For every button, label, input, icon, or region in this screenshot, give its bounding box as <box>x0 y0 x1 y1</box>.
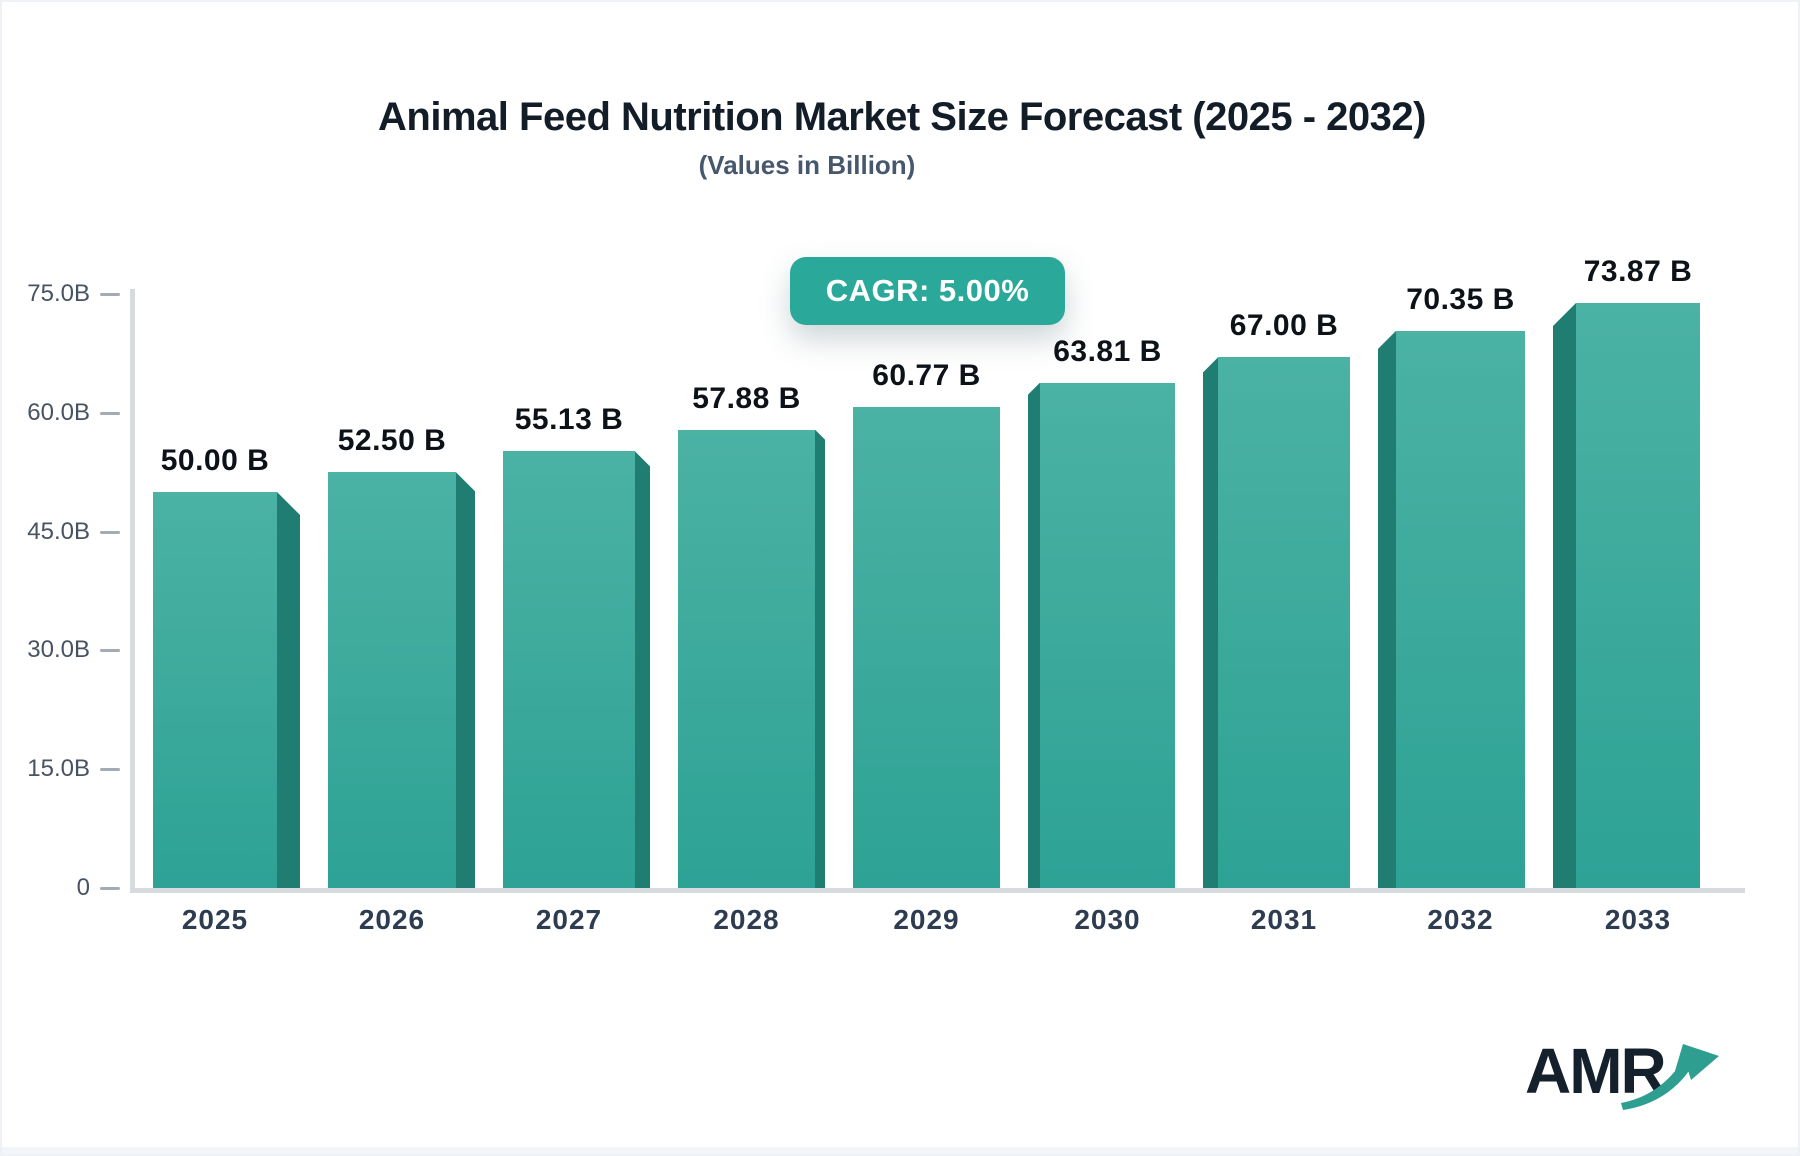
bar-value-label: 52.50 B <box>337 424 447 458</box>
x-axis-category-label: 2032 <box>1427 904 1494 935</box>
x-axis-category-label: 2033 <box>1604 904 1672 935</box>
y-axis-line <box>130 289 135 893</box>
bar-2029 <box>853 406 1000 888</box>
bar-value-label: 73.87 B <box>1583 254 1693 288</box>
y-axis-tick-mark <box>100 530 120 534</box>
bar-value-label: 63.81 B <box>1053 334 1162 368</box>
bar-2032 <box>1396 330 1525 888</box>
y-axis-tick-mark <box>100 411 120 415</box>
amr-logo: AMR <box>1525 1034 1755 1126</box>
chart-title: Animal Feed Nutrition Market Size Foreca… <box>378 95 1426 139</box>
y-axis-tick-mark <box>100 649 120 653</box>
bar-value-label: 67.00 B <box>1229 309 1339 343</box>
bar-value-label: 70.35 B <box>1406 282 1515 316</box>
y-axis-tick-label: 30.0B <box>27 636 90 664</box>
x-axis-category-label: 2031 <box>1250 904 1318 935</box>
bar-2032-3d-side <box>1378 330 1396 888</box>
bar-2030-3d-side <box>1028 382 1040 888</box>
y-axis-tick-mark <box>100 768 120 772</box>
x-axis-category-label: 2030 <box>1074 904 1141 935</box>
y-axis-tick-label: 15.0B <box>27 755 90 783</box>
bar-2028 <box>678 429 815 888</box>
bar-2031 <box>1218 357 1350 888</box>
chart-subtitle: (Values in Billion) <box>698 150 916 180</box>
growth-arrow-icon <box>1621 1044 1719 1110</box>
amr-logo-text: AMR <box>1525 1035 1667 1107</box>
bar-2028-3d-side <box>815 429 825 888</box>
bar-2026-3d-side <box>456 472 475 888</box>
bar-value-label: 60.77 B <box>872 358 981 392</box>
x-axis-category-label: 2029 <box>893 904 960 935</box>
bar-value-label: 50.00 B <box>160 444 270 477</box>
bar-2030 <box>1040 382 1175 888</box>
bar-2027 <box>503 451 635 888</box>
y-axis-tick-label: 0 <box>76 874 90 901</box>
bar-value-label: 57.88 B <box>692 381 801 415</box>
x-axis-category-label: 2028 <box>713 904 780 935</box>
bar-2025 <box>153 492 277 888</box>
bar-2027-3d-side <box>635 451 650 888</box>
bar-2031-3d-side <box>1203 357 1218 888</box>
x-axis-category-label: 2026 <box>358 904 426 935</box>
x-axis-category-label: 2025 <box>181 904 249 935</box>
footer-strip <box>2 1147 1798 1154</box>
cagr-badge-label: CAGR: 5.00% <box>825 273 1030 308</box>
bar-2033 <box>1576 302 1700 888</box>
x-axis-category-label: 2027 <box>535 904 603 935</box>
y-axis-tick-label: 45.0B <box>27 517 90 545</box>
y-axis-tick-mark <box>100 887 120 890</box>
cagr-badge: CAGR: 5.00% <box>790 257 1065 325</box>
y-axis-tick-mark <box>100 293 120 296</box>
bar-2033-3d-side <box>1553 302 1576 888</box>
bar-value-label: 55.13 B <box>514 403 624 437</box>
y-axis-tick-label: 60.0B <box>27 398 90 426</box>
bar-2025-3d-side <box>277 492 300 888</box>
bar-2026 <box>328 472 456 888</box>
x-axis-line <box>130 888 1745 893</box>
y-axis-tick-label: 75.0B <box>27 280 90 307</box>
